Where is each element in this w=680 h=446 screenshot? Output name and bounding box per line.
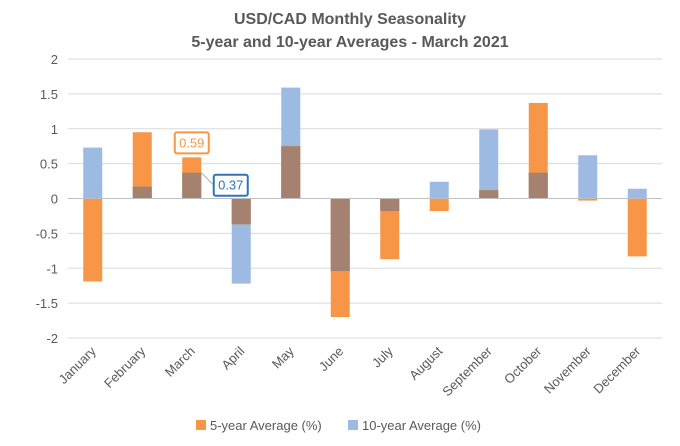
bar-overlap-july [380, 198, 400, 212]
x-tick-label: April [218, 343, 247, 372]
bar-overlap-march [182, 172, 202, 199]
bar-10-year-december [627, 188, 647, 199]
bar-5-year-february [132, 132, 152, 199]
y-tick-label: 1 [51, 122, 58, 137]
bar-10-year-november [578, 155, 598, 199]
y-tick-label: 0 [51, 192, 58, 207]
y-tick-label: -0.5 [36, 226, 58, 241]
y-tick-label: -2 [46, 331, 58, 346]
y-tick-label: -1 [46, 261, 58, 276]
bar-10-year-january [83, 147, 103, 199]
x-tick-label: September [439, 343, 495, 399]
x-tick-label: October [501, 343, 545, 387]
bar-5-year-december [627, 198, 647, 257]
bars [83, 87, 647, 318]
callout-leader-line [200, 172, 215, 186]
legend: 5-year Average (%) 10-year Average (%) [196, 418, 481, 433]
callout-box [173, 131, 210, 155]
bar-10-year-august [429, 181, 449, 199]
y-tick-label: -1.5 [36, 296, 58, 311]
x-tick-label: May [269, 343, 297, 371]
bar-5-year-november [578, 198, 598, 201]
legend-label: 10-year Average (%) [362, 418, 481, 433]
x-tick-label: November [541, 343, 594, 396]
bar-5-year-august [429, 198, 449, 212]
x-tick-label: January [56, 343, 100, 387]
x-tick-label: August [406, 343, 445, 382]
callout-label: 0.37 [218, 178, 243, 193]
bar-overlap-june [330, 198, 350, 272]
bar-overlap-may [281, 146, 301, 199]
callout-label: 0.59 [179, 135, 204, 150]
y-tick-label: 2 [51, 52, 58, 67]
x-tick-label: December [590, 343, 643, 396]
x-axis-category-labels: January February March April May June July Augu… [56, 343, 644, 399]
bar-10-year-september [479, 129, 499, 199]
x-tick-label: June [316, 344, 347, 375]
callout-box [212, 173, 249, 197]
y-axis-tick-labels: 2 1.5 1 0.5 0 -0.5 -1 -1.5 -2 [36, 52, 58, 346]
bar-overlap-september [479, 190, 499, 199]
data-callouts: 0.59 0.37 [173, 131, 249, 197]
gridlines [68, 58, 662, 339]
bar-overlap-october [528, 172, 548, 199]
y-tick-label: 1.5 [40, 87, 58, 102]
bar-5-year-july [380, 198, 400, 260]
chart-subtitle: 5-year and 10-year Averages - March 2021 [191, 34, 508, 51]
legend-swatch [348, 420, 358, 430]
x-tick-label: July [369, 343, 396, 370]
legend-swatch [196, 420, 206, 430]
bar-overlap-february [132, 186, 152, 199]
chart-title: USD/CAD Monthly Seasonality [234, 11, 466, 28]
bar-overlap-april [231, 198, 251, 225]
y-tick-label: 0.5 [40, 157, 58, 172]
bar-5-year-january [83, 198, 103, 282]
x-tick-label: March [162, 344, 198, 380]
legend-label: 5-year Average (%) [210, 418, 322, 433]
x-tick-label: February [101, 343, 149, 391]
